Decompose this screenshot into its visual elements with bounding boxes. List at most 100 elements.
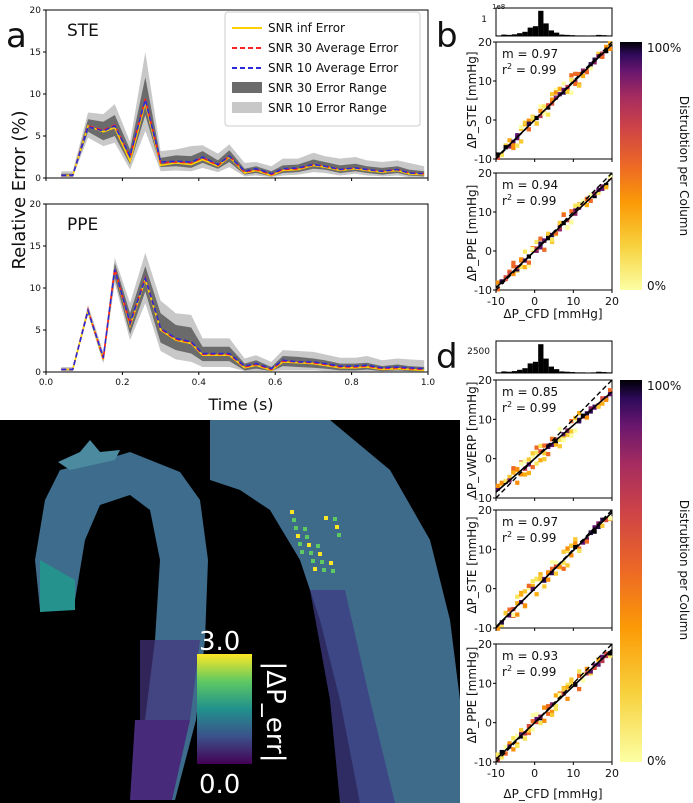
density-cell xyxy=(530,583,535,589)
density-cell xyxy=(507,741,512,746)
density-cell xyxy=(561,549,566,554)
x-tick-label: 10 xyxy=(566,295,580,308)
density-cell xyxy=(515,612,520,617)
density-cell xyxy=(565,89,570,94)
density-cell xyxy=(534,445,539,450)
hist-bar xyxy=(543,358,549,373)
density-cell xyxy=(549,709,555,714)
density-cell xyxy=(577,673,582,678)
density-cell xyxy=(600,523,605,528)
x-tick-label: 0.2 xyxy=(115,378,129,388)
fit-line xyxy=(495,177,613,289)
density-cell xyxy=(534,461,539,466)
fit-line xyxy=(495,391,613,493)
hotspot xyxy=(294,526,298,530)
density-cell xyxy=(553,231,559,236)
y-tick-label: 15 xyxy=(30,242,41,252)
density-cell xyxy=(534,239,539,245)
panel-letter-d: d xyxy=(436,337,458,377)
hotspot xyxy=(313,567,317,571)
hotspot xyxy=(290,510,294,514)
hist-bar xyxy=(601,372,607,373)
x-tick-label: 0 xyxy=(531,295,538,308)
density-cell xyxy=(538,572,543,577)
hotspot xyxy=(307,543,311,547)
fit-line xyxy=(495,511,613,628)
density-cell xyxy=(499,480,504,485)
density-cell xyxy=(526,263,531,268)
density-cell xyxy=(569,73,574,78)
stat-slope: m = 0.85 xyxy=(502,385,558,399)
hist-bar xyxy=(590,372,597,373)
density-cell xyxy=(565,546,570,551)
density-cell xyxy=(507,474,512,480)
density-cell xyxy=(588,669,593,674)
hist-bar xyxy=(596,371,602,373)
density-cell xyxy=(596,190,601,196)
identity-line xyxy=(495,172,613,291)
density-cell xyxy=(557,86,562,91)
hist-bar xyxy=(559,34,565,36)
density-cell xyxy=(538,113,543,119)
density-cell xyxy=(526,457,531,462)
hist-b-exp: 1e8 xyxy=(492,3,505,11)
y-tick-label: 20 xyxy=(478,167,492,180)
density-cell xyxy=(561,687,566,692)
density-cell xyxy=(600,401,605,406)
density-cell xyxy=(604,185,609,190)
density-cell xyxy=(526,583,531,588)
hist-bar xyxy=(501,371,507,373)
colorbar-d-label: Distrubtion per Column xyxy=(677,500,691,640)
density-cell xyxy=(534,719,539,725)
density-cell xyxy=(557,444,562,449)
colorbar-c-max: 3.0 xyxy=(199,627,240,657)
density-cell xyxy=(573,79,578,84)
x-tick-label: 0 xyxy=(531,767,538,780)
superscript: 2 xyxy=(507,664,512,673)
density-cell xyxy=(553,95,559,100)
density-cell xyxy=(495,752,501,757)
density-cell xyxy=(549,237,555,242)
hist-bar xyxy=(569,35,576,36)
identity-line xyxy=(495,643,613,763)
histogram-b xyxy=(495,7,613,37)
density-cell xyxy=(530,451,535,456)
hotspot xyxy=(298,542,302,546)
aorta-branches xyxy=(58,440,120,470)
colorbar-b xyxy=(620,42,642,290)
density-cell xyxy=(538,108,543,114)
x-tick-label: 1.0 xyxy=(421,378,436,388)
density-cell xyxy=(588,406,593,411)
density-cell xyxy=(600,517,605,522)
hist-bar xyxy=(538,344,544,373)
density-cell xyxy=(495,152,501,157)
y-tick-label: 20 xyxy=(478,504,492,517)
colorbar-c-min: 0.0 xyxy=(199,770,240,800)
density-cell xyxy=(561,437,566,443)
density-cell xyxy=(534,576,539,581)
density-cell xyxy=(580,540,586,545)
density-cell xyxy=(534,716,539,722)
density-cell xyxy=(588,66,593,71)
density-cell xyxy=(600,54,605,59)
y-tick-label: 10 xyxy=(478,75,492,88)
density-cell xyxy=(534,450,539,455)
chart-ppe-error: 0 5 10 15 20 0.0 0.2 0.4 0.6 0.8 1.0 xyxy=(30,200,436,388)
hist-d-tick: 2500 xyxy=(467,347,490,357)
hist-bar xyxy=(580,372,586,373)
density-cell xyxy=(588,192,593,198)
density-cell xyxy=(565,682,570,687)
legend-snr10: SNR 10 Average Error xyxy=(268,61,398,75)
density-cell xyxy=(495,287,501,292)
x-tick-label: 0.4 xyxy=(192,378,207,388)
density-cell xyxy=(549,560,555,565)
density-cell xyxy=(519,732,524,737)
y-tick-label: 20 xyxy=(30,6,42,16)
legend-range10: SNR 10 Error Range xyxy=(268,101,387,115)
hist-bar xyxy=(496,372,502,373)
density-cell xyxy=(507,270,512,276)
y-tick-label: 0 xyxy=(35,174,41,184)
superscript: 2 xyxy=(507,530,512,539)
stat-r2-rest: = 0.99 xyxy=(512,194,556,208)
